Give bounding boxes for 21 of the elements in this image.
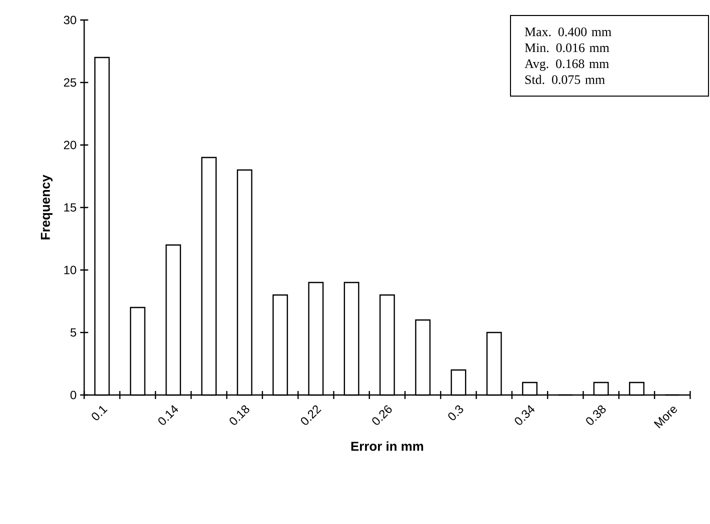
y-tick-label: 10 [64,266,76,274]
y-tick-label: 25 [64,78,76,87]
x-tick-label: 0.1 [92,406,108,420]
x-tick-label: 0.14 [158,405,178,425]
x-tick-label: 0.18 [230,405,250,425]
x-tick-label: 0.22 [300,405,322,425]
annotation: Avg. 0.168 mm [524,59,609,71]
y-tick-label: 30 [64,16,76,24]
y-tick-label: 20 [64,140,76,150]
y-tick-label: 0 [70,390,76,400]
x-tick-label: 0.26 [372,405,392,425]
x-tick-label: 0.38 [586,405,606,425]
x-tick-label: 0.3 [448,405,464,420]
annotation: Max. 0.400 mm [524,27,612,36]
y-tick-label: 5 [70,328,76,337]
x-axis-title: Error in mm [351,441,424,451]
annotation: Min. 0.016 mm [524,43,610,52]
y-axis-title: Frequency [40,174,53,240]
annotation: Std. 0.075 mm [525,74,605,84]
x-tick-label: 0.34 [514,405,535,425]
y-tick-label: 15 [64,203,76,212]
